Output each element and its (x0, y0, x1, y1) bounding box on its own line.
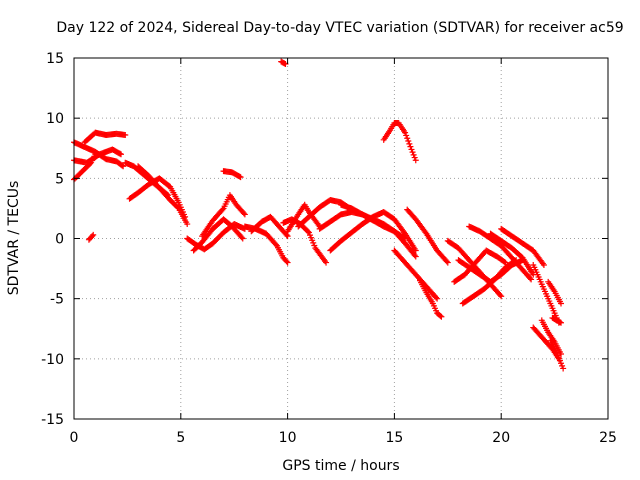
data-point (412, 253, 419, 260)
data-point (240, 210, 247, 217)
data-point (238, 234, 245, 241)
data-point (527, 275, 534, 282)
y-tick-label: -5 (50, 292, 64, 308)
x-tick-label: 20 (492, 430, 510, 446)
data-point (284, 259, 291, 266)
axis-ticks: 0 5 10 15 20 25 -15 -10 -5 0 5 10 15 (41, 51, 617, 446)
data-point (407, 143, 414, 150)
data-point (309, 237, 316, 244)
data-point (305, 229, 312, 236)
data-point (555, 355, 562, 362)
data-point (117, 151, 124, 158)
data-point (410, 151, 417, 158)
data-point (558, 351, 565, 358)
data-point (308, 234, 315, 241)
data-point (403, 132, 410, 139)
data-point (411, 154, 418, 161)
data-point (411, 252, 418, 259)
y-tick-label: 10 (46, 111, 64, 127)
x-tick-label: 25 (599, 430, 617, 446)
data-point (558, 319, 565, 326)
data-point (184, 221, 191, 228)
data-point (404, 135, 411, 142)
data-point (438, 313, 445, 320)
data-point (559, 362, 566, 369)
data-point (89, 233, 96, 240)
data-point (433, 294, 440, 301)
data-point (443, 258, 450, 265)
data-point (283, 258, 290, 265)
data-points (71, 58, 567, 372)
data-point (498, 293, 505, 300)
data-point (402, 235, 409, 242)
x-tick-label: 10 (279, 430, 297, 446)
data-point (501, 258, 508, 265)
data-point (412, 157, 419, 164)
data-point (272, 241, 279, 248)
data-point (283, 231, 290, 238)
y-tick-label: 5 (55, 171, 64, 187)
x-tick-label: 5 (176, 430, 185, 446)
data-point (237, 174, 244, 181)
data-point (408, 146, 415, 153)
data-point (412, 247, 419, 254)
data-point (307, 232, 314, 239)
data-point (558, 300, 565, 307)
data-point (437, 312, 444, 319)
data-point (241, 211, 248, 218)
data-point (497, 292, 504, 299)
data-point (528, 276, 535, 283)
data-point (406, 140, 413, 147)
chart-title: Day 122 of 2024, Sidereal Day-to-day VTE… (56, 20, 623, 36)
data-point (281, 60, 288, 67)
data-point (434, 295, 441, 302)
data-point (219, 206, 226, 213)
data-point (556, 319, 563, 326)
data-point (402, 129, 409, 136)
data-point (444, 259, 451, 266)
data-point (239, 235, 246, 242)
data-point (119, 162, 126, 169)
data-point (282, 61, 289, 68)
data-point (311, 242, 318, 249)
data-point (401, 234, 408, 241)
data-point (236, 173, 243, 180)
y-tick-label: -15 (41, 412, 64, 428)
x-tick-label: 0 (70, 430, 79, 446)
data-point (116, 150, 123, 157)
y-tick-label: 0 (55, 232, 64, 248)
data-point (560, 365, 567, 372)
data-point (558, 360, 565, 367)
data-point (323, 259, 330, 266)
data-point (310, 239, 317, 246)
data-point (92, 151, 99, 158)
data-point (409, 149, 416, 156)
data-point (120, 163, 127, 170)
x-axis-label: GPS time / hours (282, 458, 399, 474)
y-tick-label: -10 (41, 352, 64, 368)
y-axis-label: SDTVAR / TECUs (6, 181, 22, 296)
data-point (540, 261, 547, 268)
data-point (87, 160, 94, 167)
x-tick-label: 15 (385, 430, 403, 446)
data-point (174, 204, 181, 211)
data-point (304, 228, 311, 235)
data-point (405, 138, 412, 145)
data-point (90, 231, 97, 238)
data-point (122, 132, 129, 139)
y-tick-label: 15 (46, 51, 64, 67)
